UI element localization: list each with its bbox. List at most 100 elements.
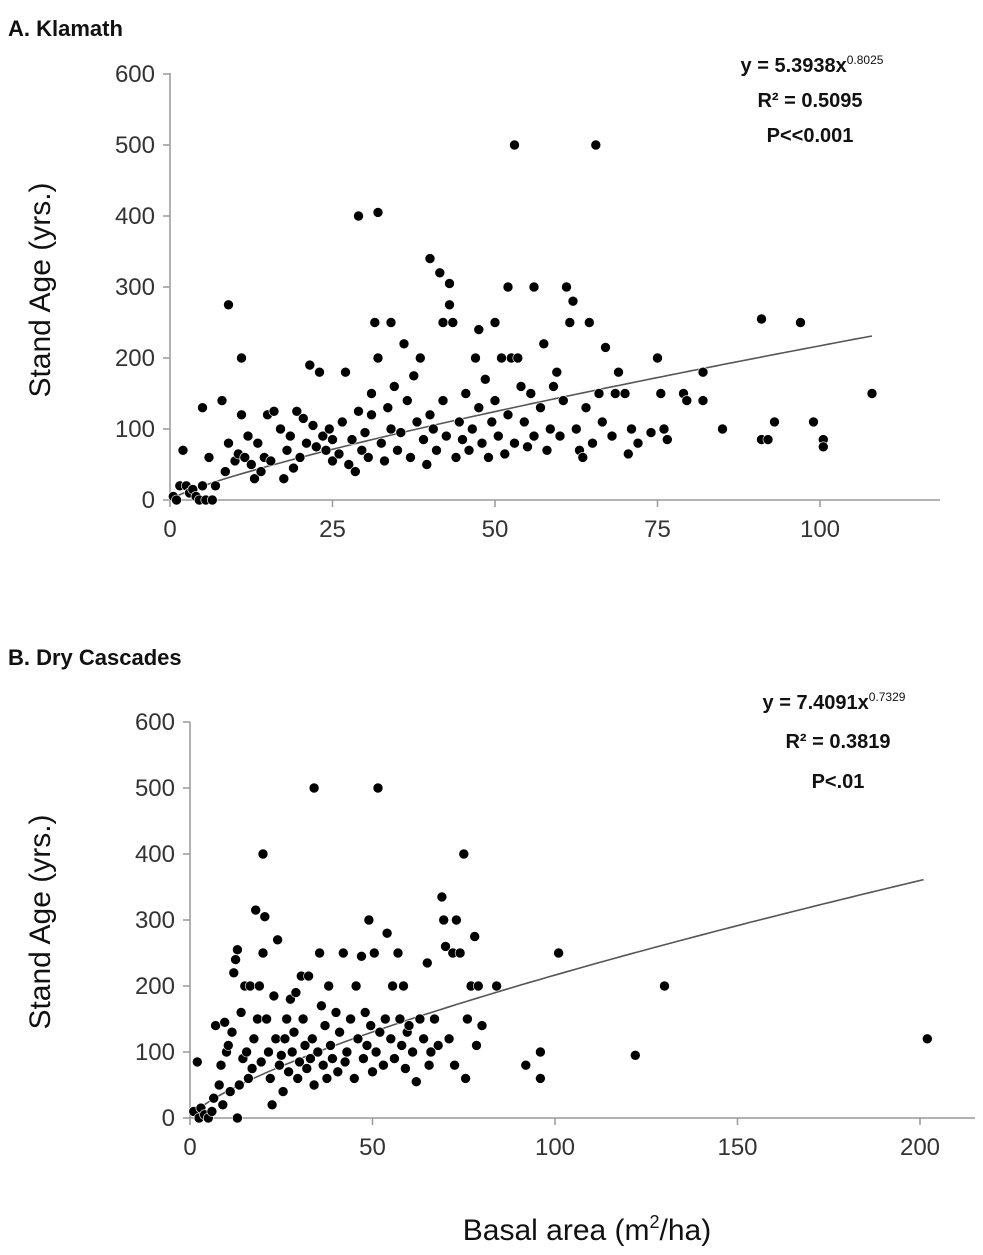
panel-a-data-point [600, 342, 611, 353]
panel-b-data-point [469, 931, 481, 942]
panel-a-data-point [609, 388, 621, 399]
panel-b-data-point [361, 1040, 373, 1051]
panel-a-y-tick-label: 200 [115, 345, 155, 372]
panel-b-data-point [410, 1076, 422, 1087]
panel-b-data-point [317, 1059, 329, 1071]
panel-b-data-point [250, 904, 261, 916]
panel-b-data-point [314, 947, 325, 959]
panel-b-data-point [414, 1013, 426, 1025]
panel-a-klamath: A. Klamath Stand Age (yrs.) 0 100 200 300 40… [8, 16, 940, 543]
panel-b-data-point [423, 1059, 435, 1071]
panel-b-data-point [398, 980, 409, 992]
panel-a-data-point [756, 313, 767, 325]
panel-a-data-point [369, 317, 381, 328]
panel-a-data-point [652, 352, 663, 364]
panel-a-data-point [353, 210, 364, 222]
panel-b-title: B. Dry Cascades [8, 645, 182, 670]
panel-a-data-point [590, 139, 602, 151]
panel-b-data-point [345, 1013, 356, 1025]
panel-b-data-point [303, 970, 314, 982]
panel-a-data-point [567, 295, 579, 307]
panel-b-data-point [301, 1063, 313, 1074]
panel-a-data-point [769, 416, 780, 428]
panel-b-y-tick-label: 500 [135, 775, 175, 802]
panel-a-data-point [395, 427, 407, 438]
panel-a-data-point [275, 423, 286, 435]
panel-a-fit-line [172, 335, 873, 499]
panel-a-y-tick-label: 300 [115, 274, 155, 301]
panel-b-data-point [520, 1059, 532, 1071]
panel-a-data-point [561, 281, 572, 293]
panel-a-data-point [385, 317, 397, 328]
panel-a-data-point [281, 444, 293, 456]
panel-b-data-point [432, 1040, 444, 1051]
panel-b-data-point [332, 1066, 344, 1078]
panel-a-data-point [593, 388, 605, 399]
panel-a-data-point [544, 423, 556, 435]
panel-a-data-point [392, 444, 403, 456]
panel-a-data-point [307, 420, 319, 431]
panel-a-data-point [278, 473, 290, 485]
panel-b-data-point [306, 1033, 318, 1045]
panel-b-data-point [403, 1020, 415, 1031]
panel-a-data-point [249, 473, 260, 485]
panel-b-data-point [224, 1086, 236, 1097]
panel-a-data-point [343, 459, 355, 470]
panel-b-data-point [255, 1056, 267, 1068]
panel-a-data-point [197, 402, 208, 414]
panel-a-data-point [518, 416, 530, 428]
panel-a-data-point [492, 430, 504, 442]
panel-b-data-point [358, 1053, 369, 1064]
panel-b-dry-cascades: B. Dry Cascades Stand Age (yrs.) 0100200… [8, 645, 975, 1247]
panel-a-data-point [291, 405, 303, 417]
panel-a-data-point [619, 388, 631, 399]
panel-b-data-point [396, 1040, 408, 1051]
panel-a-data-point [622, 448, 634, 460]
panel-a-data-point [323, 423, 335, 435]
panel-a-data-point [327, 434, 338, 445]
panel-a-equation-exponent: 0.8025 [847, 53, 884, 67]
panel-a-data-point [450, 452, 462, 463]
panel-a-data-point [453, 416, 465, 428]
panel-a-title: A. Klamath [8, 16, 123, 41]
panel-a-data-point [336, 416, 348, 428]
panel-a-y-tick-label: 600 [115, 61, 155, 88]
panel-b-data-point [379, 1013, 391, 1025]
panel-a-data-point [476, 437, 488, 449]
panel-b-data-point [327, 1053, 338, 1064]
panel-b-x-axis-title-tail: /ha) [660, 1214, 712, 1247]
panel-b-data-point [374, 1026, 386, 1038]
panel-b-data-point [330, 1007, 342, 1018]
panel-b-data-point [281, 1013, 293, 1025]
panel-b-data-point [294, 1056, 305, 1068]
panel-a-data-point [268, 405, 280, 417]
panel-a-y-axis-title: Stand Age (yrs.) [24, 182, 57, 397]
panel-b-data-point [257, 848, 269, 860]
panel-a-data-point [385, 423, 397, 435]
panel-b-data-point [323, 980, 335, 992]
panel-b-x-tick-label: 150 [717, 1134, 757, 1161]
panel-a-data-point [301, 437, 312, 449]
panel-b-x-tick-label: 0 [183, 1134, 196, 1161]
panel-b-data-point [275, 1050, 287, 1061]
panel-b-y-tick-label: 0 [162, 1105, 175, 1132]
panel-a-data-point [437, 317, 449, 328]
panel-a-data-point [431, 444, 442, 456]
panel-b-x-axis-title: Basal area (m2/ha) [463, 1212, 711, 1247]
panel-b-equation: y = 7.4091x0.7329 [763, 690, 906, 714]
panel-a-data-point [658, 423, 670, 435]
panel-a-data-point [596, 416, 608, 428]
panel-b-data-point [443, 1033, 455, 1045]
panel-b-data-point [248, 1033, 260, 1045]
panel-a-data-point [434, 267, 446, 279]
panel-a-data-point [489, 395, 501, 406]
panel-a-data-point [470, 352, 481, 364]
panel-b-y-tick-label: 600 [135, 709, 175, 736]
panel-a-data-point [483, 452, 494, 463]
panel-a-data-point [366, 409, 377, 421]
panel-a-data-point [512, 352, 524, 364]
panel-a-data-point [288, 462, 299, 474]
panel-a-data-point [349, 466, 361, 477]
panel-a-data-point [362, 452, 374, 463]
panel-a-data-point [515, 381, 527, 392]
